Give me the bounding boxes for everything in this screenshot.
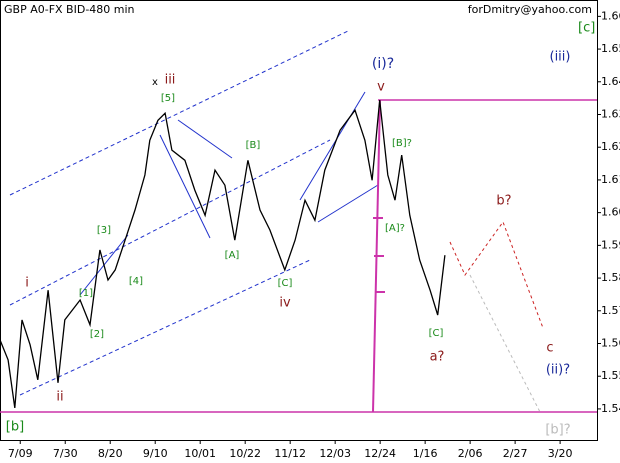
x-tick-label: 2/06 bbox=[458, 447, 483, 460]
wave-label: [b] bbox=[6, 420, 24, 435]
wave-label: iv bbox=[279, 296, 291, 311]
x-tick-label: 11/12 bbox=[274, 447, 306, 460]
x-tick-label: 8/20 bbox=[98, 447, 123, 460]
wave-label: [A]? bbox=[385, 223, 405, 234]
wave-label: (i)? bbox=[372, 56, 394, 72]
y-tick-label: 1.550 bbox=[601, 369, 620, 382]
wedge-line bbox=[317, 184, 379, 223]
wave-label: [c] bbox=[578, 21, 595, 36]
x-tick-label: 3/20 bbox=[548, 447, 573, 460]
wave-label: i bbox=[25, 276, 29, 291]
wave-label: [C] bbox=[429, 328, 444, 339]
y-tick-label: 1.560 bbox=[601, 336, 620, 349]
y-tick-label: 1.640 bbox=[601, 75, 620, 88]
overlays bbox=[0, 29, 597, 413]
wave-label: [B]? bbox=[392, 138, 412, 149]
wave-label: [C] bbox=[278, 278, 293, 289]
y-tick-label: 1.540 bbox=[601, 402, 620, 415]
wave-label: [3] bbox=[97, 225, 111, 236]
y-tick-label: 1.630 bbox=[601, 107, 620, 120]
y-tick-label: 1.650 bbox=[601, 42, 620, 55]
wave-label: v bbox=[377, 80, 385, 95]
x-tick-label: 10/01 bbox=[184, 447, 216, 460]
wave-label: [2] bbox=[90, 329, 104, 340]
fib-marks bbox=[373, 217, 385, 293]
wedge-line bbox=[159, 134, 211, 239]
wave-labels: [c] (iii) x iii [5] (i)? v [B]? [B] [A] … bbox=[6, 21, 596, 438]
plot-frame bbox=[0, 0, 598, 441]
wave-label: [5] bbox=[161, 93, 175, 104]
wave-label: (iii) bbox=[550, 50, 571, 65]
wave-label: c bbox=[546, 341, 553, 356]
wedge-line bbox=[299, 91, 366, 201]
wave-label: [B] bbox=[246, 140, 261, 151]
chart-title: GBP A0-FX BID-480 min bbox=[4, 3, 135, 16]
wave-label: (ii)? bbox=[546, 363, 570, 378]
forecast-path bbox=[449, 220, 544, 329]
x-tick-label: 1/16 bbox=[413, 447, 438, 460]
y-tick-label: 1.580 bbox=[601, 271, 620, 284]
y-tick-label: 1.570 bbox=[601, 304, 620, 317]
channel-line bbox=[19, 259, 311, 396]
wave-label: [1] bbox=[79, 288, 93, 299]
wave-label: a? bbox=[430, 350, 445, 365]
wave-label: ii bbox=[56, 390, 63, 405]
x-tick-label: 7/09 bbox=[8, 447, 33, 460]
y-tick-label: 1.610 bbox=[601, 173, 620, 186]
y-tick-label: 1.590 bbox=[601, 238, 620, 251]
x-tick-label: 10/22 bbox=[229, 447, 261, 460]
wave-label: b? bbox=[496, 194, 511, 209]
wave-label: [4] bbox=[129, 276, 143, 287]
x-tick-label: 12/03 bbox=[319, 447, 351, 460]
wedge-line bbox=[177, 119, 233, 159]
price-line bbox=[0, 100, 446, 408]
y-tick-label: 1.660 bbox=[601, 9, 620, 22]
y-tick-label: 1.620 bbox=[601, 140, 620, 153]
wave-label: iii bbox=[165, 73, 176, 88]
wave-label: [A] bbox=[225, 250, 240, 261]
x-tick-label: 2/27 bbox=[503, 447, 528, 460]
watermark: forDmitry@yahoo.com bbox=[468, 3, 592, 16]
x-tick-label: 7/30 bbox=[53, 447, 78, 460]
forecast-path bbox=[469, 274, 541, 413]
y-tick-label: 1.600 bbox=[601, 206, 620, 219]
x-tick-label: 12/24 bbox=[364, 447, 396, 460]
wave-label: x bbox=[152, 77, 158, 88]
x-tick-label: 9/10 bbox=[143, 447, 168, 460]
wave-label: [b]? bbox=[545, 423, 570, 438]
